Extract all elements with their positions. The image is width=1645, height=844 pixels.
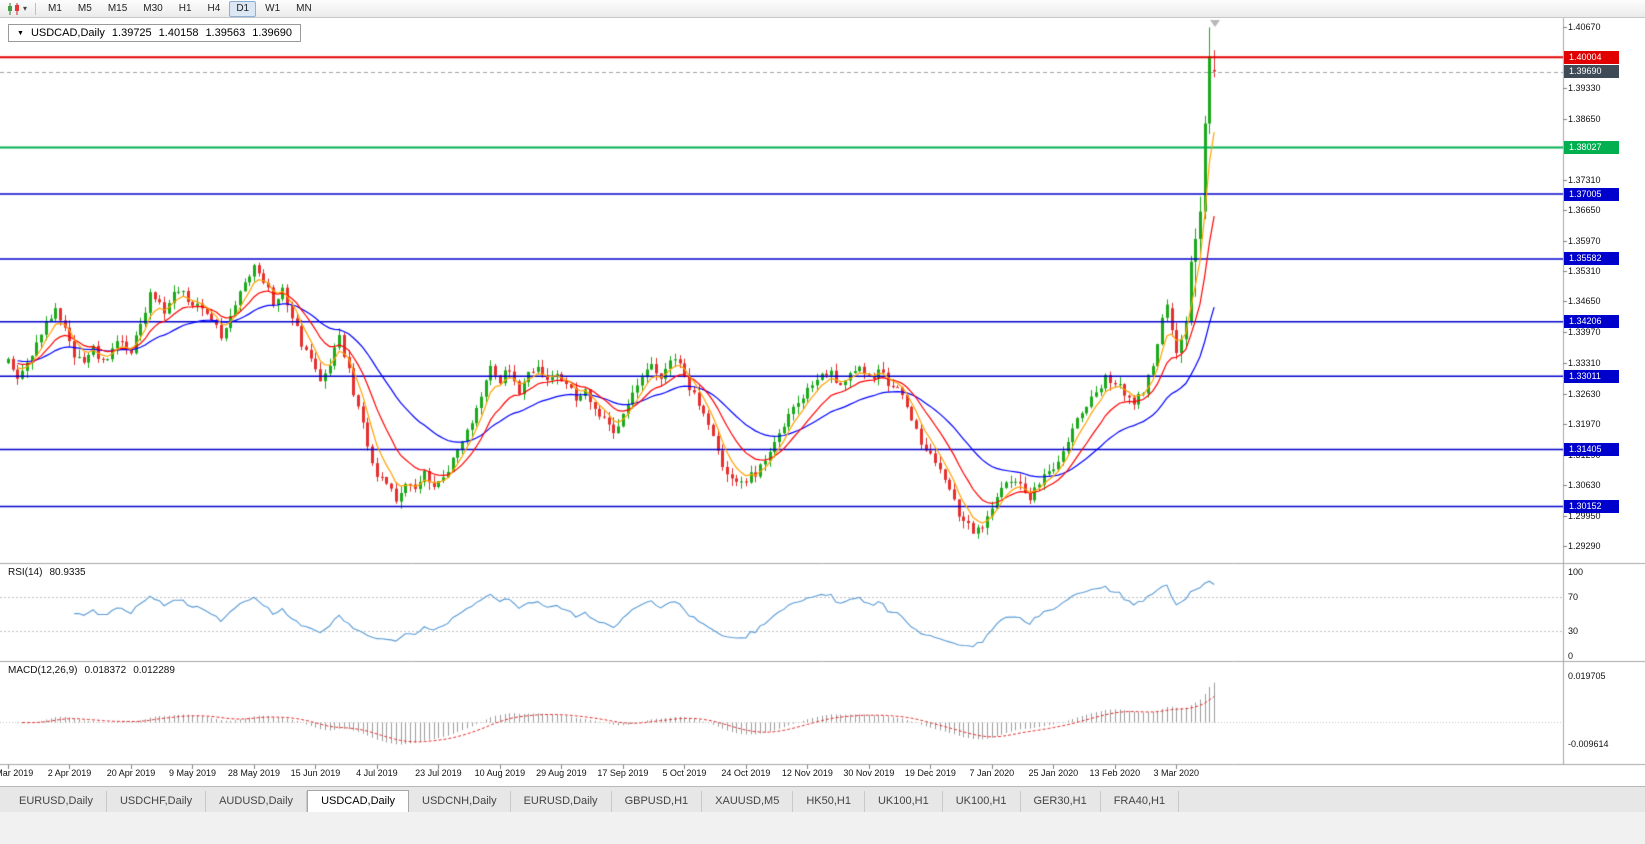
rsi-indicator-value: 80.9335 xyxy=(49,567,86,578)
ohlc-open-value: 1.39725 xyxy=(111,27,152,39)
toolbar-separator xyxy=(35,2,37,15)
chart-tab-ger30-h1[interactable]: GER30,H1 xyxy=(1020,791,1101,812)
triangle-down-icon[interactable]: ▼ xyxy=(17,29,24,37)
chart-ohlc-title: ▼ USDCAD,Daily 1.39725 1.40158 1.39563 1… xyxy=(8,24,301,42)
ohlc-high-value: 1.40158 xyxy=(158,27,199,39)
macd-main-value: 0.018372 xyxy=(84,665,127,676)
chart-tab-audusd-daily[interactable]: AUDUSD,Daily xyxy=(206,791,308,812)
timeframe-button-d1[interactable]: D1 xyxy=(229,0,257,17)
chart-tab-eurusd-daily[interactable]: EURUSD,Daily xyxy=(510,791,612,812)
rsi-indicator-label: RSI(14) 80.9335 xyxy=(8,567,86,578)
candlestick-chart-icon xyxy=(8,2,19,15)
chart-tab-uk100-h1[interactable]: UK100,H1 xyxy=(942,791,1021,812)
chart-tab-usdchf-daily[interactable]: USDCHF,Daily xyxy=(106,791,207,812)
timeframe-button-m30[interactable]: M30 xyxy=(136,1,169,17)
chart-symbol-label: USDCAD,Daily xyxy=(30,27,105,39)
timeframe-toolbar: ▾ M1 M5 M15 M30 H1 H4 D1 W1 MN xyxy=(0,0,1645,18)
status-strip xyxy=(0,812,1645,844)
macd-signal-value: 0.012289 xyxy=(133,665,175,676)
chart-tab-xauusd-m5[interactable]: XAUUSD,M5 xyxy=(702,791,794,812)
ohlc-close-value: 1.39690 xyxy=(252,27,292,39)
timeframe-button-mn[interactable]: MN xyxy=(289,1,319,17)
timeframe-button-h4[interactable]: H4 xyxy=(201,1,228,17)
chart-tab-uk100-h1[interactable]: UK100,H1 xyxy=(864,791,943,812)
chart-tabs-bar: EURUSD,Daily USDCHF,Daily AUDUSD,Daily USDC… xyxy=(0,786,1645,812)
chart-tab-gbpusd-h1[interactable]: GBPUSD,H1 xyxy=(611,791,703,812)
timeframe-button-m15[interactable]: M15 xyxy=(101,1,134,17)
ohlc-low-value: 1.39563 xyxy=(205,27,246,39)
timeframe-button-h1[interactable]: H1 xyxy=(172,1,199,17)
chart-tab-usdcnh-daily[interactable]: USDCNH,Daily xyxy=(409,791,511,812)
macd-indicator-name: MACD(12,26,9) xyxy=(8,665,78,676)
chart-type-button[interactable]: ▾ xyxy=(4,2,30,15)
chart-tab-fra40-h1[interactable]: FRA40,H1 xyxy=(1100,791,1180,812)
chevron-down-icon: ▾ xyxy=(23,3,28,13)
timeframe-buttons-group: M1 M5 M15 M30 H1 H4 D1 W1 MN xyxy=(41,0,319,17)
chart-tab-hk50-h1[interactable]: HK50,H1 xyxy=(793,791,865,812)
rsi-indicator-name: RSI(14) xyxy=(8,567,43,578)
chart-tab-eurusd-daily[interactable]: EURUSD,Daily xyxy=(6,791,107,812)
macd-indicator-label: MACD(12,26,9) 0.018372 0.012289 xyxy=(8,665,175,676)
timeframe-button-m1[interactable]: M1 xyxy=(41,1,69,17)
timeframe-button-w1[interactable]: W1 xyxy=(258,1,287,17)
timeframe-button-m5[interactable]: M5 xyxy=(71,1,99,17)
chart-tab-usdcad-daily[interactable]: USDCAD,Daily xyxy=(307,790,410,812)
